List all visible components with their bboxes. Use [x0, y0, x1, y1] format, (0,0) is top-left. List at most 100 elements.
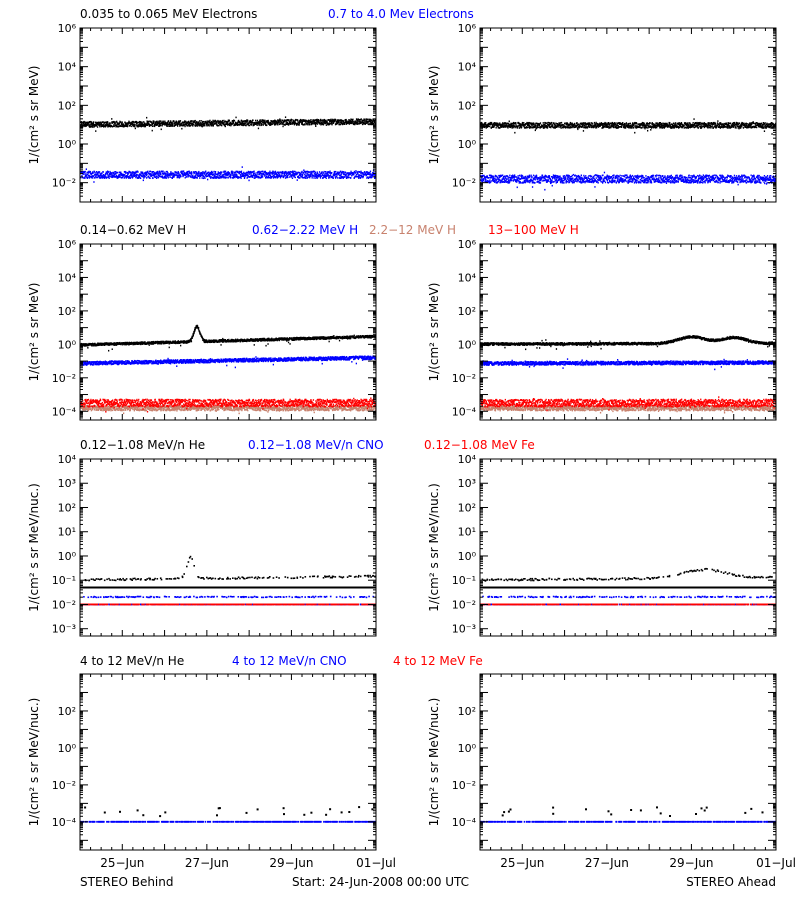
series-black-1: [80, 116, 376, 132]
y-axis-label: 1/(cm² s sr MeV): [427, 66, 441, 165]
x-tick-label: 25−Jun: [100, 856, 144, 870]
panel-ahead-ions-high: 10² 10⁰ 10⁻² 10⁻⁴ 1/(cm² s sr MeV/nuc.) 25−Ju…: [427, 673, 796, 870]
row-3-title-2: 0.12−1.08 MeV/n CNO: [248, 438, 384, 452]
row-3-title-1: 0.12−1.08 MeV/n He: [80, 438, 205, 452]
y-tick-label: 10²: [58, 99, 76, 112]
plot-area-behind-ions-low: [80, 555, 376, 606]
y-tick-label: 10⁻⁴: [452, 405, 477, 418]
y-tick-label: 10²: [458, 501, 476, 514]
plot-area-ahead-ions-low: [480, 567, 776, 606]
series-black-1: [480, 335, 776, 351]
row-3-title-3: 0.12−1.08 MeV Fe: [424, 438, 535, 452]
x-tick-label: 29−Jun: [669, 856, 713, 870]
y-tick-label: 10⁻¹: [52, 574, 76, 587]
y-axis-label: 1/(cm² s sr MeV): [27, 283, 41, 382]
row-2-title-2: 0.62−2.22 MeV H: [252, 223, 358, 237]
panel-ahead-electrons: 10⁶ 10⁴ 10² 10⁰ 10⁻² 1/(cm² s sr MeV): [427, 22, 777, 203]
y-tick-label: 10⁴: [458, 271, 477, 284]
y-tick-label: 10⁴: [58, 61, 77, 74]
series-blue-2: [80, 166, 376, 183]
y-tick-label: 10⁰: [58, 138, 77, 151]
series-black-1: [481, 567, 776, 582]
y-axis-label: 1/(cm² s sr MeV): [427, 283, 441, 382]
series-blue-2: [482, 595, 776, 599]
y-tick-label: 10⁰: [458, 138, 477, 151]
plot-area-ahead-ions-high: [480, 806, 776, 823]
x-tick-label: 29−Jun: [269, 856, 313, 870]
y-tick-label: 10²: [58, 501, 76, 514]
y-tick-label: 10²: [58, 305, 76, 318]
row-4-title-2: 4 to 12 MeV/n CNO: [232, 654, 347, 668]
y-tick-label: 10⁻⁴: [452, 816, 477, 829]
plot-area-behind-electrons: [80, 116, 376, 183]
plot-frame: [79, 673, 377, 851]
y-axis-label: 1/(cm² s sr MeV/nuc.): [27, 698, 41, 827]
y-tick-label: 10⁰: [458, 550, 477, 563]
plot-area-behind-protons: [80, 324, 376, 415]
y-axis-label: 1/(cm² s sr MeV/nuc.): [427, 698, 441, 827]
panel-behind-ions-high: 10² 10⁰ 10⁻² 10⁻⁴ 1/(cm² s sr MeV/nuc.) 25−Ju…: [27, 673, 396, 870]
series-blue-2: [83, 595, 376, 599]
y-tick-label: 10³: [458, 477, 476, 490]
series-black-1: [480, 118, 776, 135]
series-red-4: [480, 396, 776, 412]
y-tick-label: 10⁻⁴: [52, 816, 77, 829]
y-tick-label: 10⁻²: [452, 779, 476, 792]
y-tick-label: 10²: [58, 705, 76, 718]
row-4-title-1: 4 to 12 MeV/n He: [80, 654, 184, 668]
y-tick-label: 10⁻³: [452, 623, 476, 636]
row-2-title-3: 2.2−12 MeV H: [369, 223, 456, 237]
y-tick-label: 10¹: [58, 526, 76, 539]
y-tick-label: 10⁴: [58, 453, 77, 466]
plot-frame: [79, 458, 377, 637]
series-blue-2: [480, 358, 776, 371]
y-axis-label: 1/(cm² s sr MeV/nuc.): [27, 483, 41, 612]
plot-frame: [79, 243, 377, 421]
x-tick-label: 01−Jul: [356, 856, 396, 870]
series-black-1: [84, 555, 376, 582]
row-2-title-1: 0.14−0.62 MeV H: [80, 223, 186, 237]
x-tick-label: 25−Jun: [500, 856, 544, 870]
row-4-title-3: 4 to 12 MeV Fe: [393, 654, 483, 668]
y-axis-label: 1/(cm² s sr MeV/nuc.): [427, 483, 441, 612]
row-2-title-4: 13−100 MeV H: [488, 223, 579, 237]
y-tick-label: 10²: [458, 99, 476, 112]
footer-start-time: Start: 24-Jun-2008 00:00 UTC: [292, 875, 469, 889]
panel-row-titles: 0.035 to 0.065 MeV Electrons 0.7 to 4.0 M…: [80, 7, 579, 668]
series-blue-2: [80, 355, 376, 369]
y-tick-label: 10⁻²: [52, 598, 76, 611]
y-tick-label: 10¹: [458, 526, 476, 539]
y-tick-label: 10⁻²: [452, 372, 476, 385]
y-tick-label: 10⁰: [458, 338, 477, 351]
footer-stereo-behind: STEREO Behind: [80, 875, 174, 889]
series-black-2: [84, 806, 374, 818]
y-tick-label: 10⁻²: [52, 779, 76, 792]
plot-frame: [479, 458, 777, 637]
y-tick-label: 10⁰: [58, 338, 77, 351]
y-tick-label: 10⁻²: [52, 372, 76, 385]
series-red-4: [480, 603, 776, 606]
y-tick-label: 10³: [58, 477, 76, 490]
panel-behind-ions-low: 10⁴ 10³ 10² 10¹ 10⁰ 10⁻¹ 10⁻² 10⁻³ 1/(cm² s sr M…: [27, 453, 377, 637]
x-tick-label: 27−Jun: [585, 856, 629, 870]
y-tick-label: 10⁴: [58, 271, 77, 284]
y-tick-label: 10⁰: [458, 742, 477, 755]
plot-area-ahead-electrons: [480, 118, 776, 191]
y-tick-label: 10⁰: [58, 550, 77, 563]
row-1-title-1: 0.035 to 0.065 MeV Electrons: [80, 7, 257, 21]
y-tick-label: 10⁻⁴: [52, 405, 77, 418]
y-tick-label: 10²: [458, 305, 476, 318]
y-tick-label: 10⁻²: [52, 177, 76, 190]
y-tick-label: 10⁶: [458, 22, 477, 35]
plot-area-ahead-protons: [480, 335, 776, 416]
series-red-4: [80, 397, 376, 413]
panel-behind-electrons: 10⁶ 10⁴ 10² 10⁰ 10⁻² 1/(cm² s sr MeV): [27, 22, 377, 203]
y-tick-label: 10⁴: [458, 453, 477, 466]
row-1-title-2: 0.7 to 4.0 Mev Electrons: [328, 7, 474, 21]
x-tick-label: 27−Jun: [185, 856, 229, 870]
y-tick-label: 10⁻¹: [452, 574, 476, 587]
series-black-2: [501, 806, 776, 817]
y-tick-label: 10⁴: [458, 61, 477, 74]
